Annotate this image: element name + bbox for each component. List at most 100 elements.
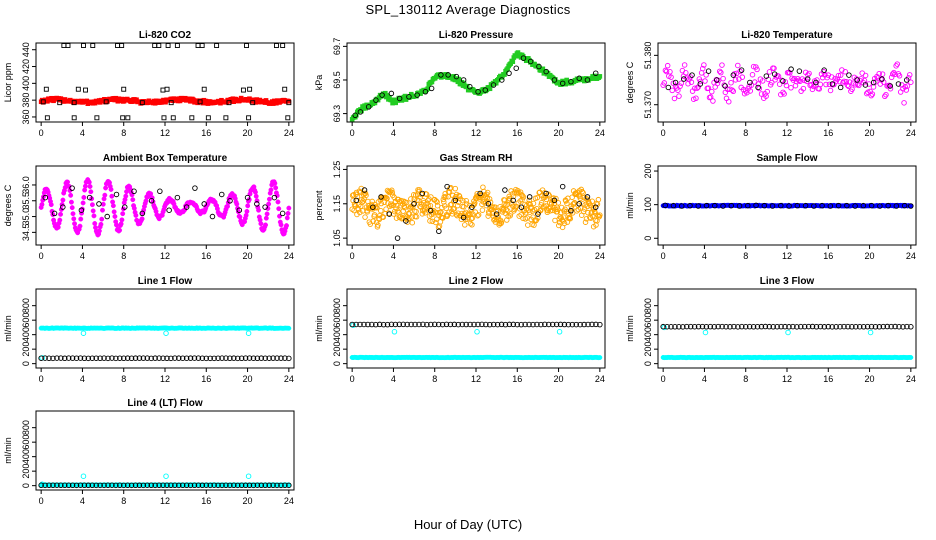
data-point <box>168 482 174 489</box>
data-point <box>404 321 410 328</box>
data-point <box>46 355 52 362</box>
data-point <box>258 221 264 227</box>
data-point <box>227 198 233 204</box>
data-point <box>396 95 403 102</box>
data-point <box>164 482 170 489</box>
data-point <box>835 72 842 79</box>
data-point <box>860 202 867 209</box>
data-point <box>785 329 791 336</box>
data-point <box>498 219 505 225</box>
data-point <box>110 203 116 209</box>
data-point <box>895 81 902 87</box>
data-point <box>778 202 784 209</box>
data-point <box>766 69 773 75</box>
data-point <box>584 194 591 200</box>
data-point <box>860 324 867 330</box>
data-point <box>264 211 270 217</box>
data-point <box>868 323 875 330</box>
data-point <box>867 329 874 336</box>
data-point <box>877 203 883 209</box>
x-tick-label: 8 <box>121 374 126 384</box>
data-point <box>543 196 550 203</box>
data-point <box>97 482 103 489</box>
data-point <box>490 82 497 88</box>
panel-rh: 0 4 8 12 16 20 24 1.05 1.15 1.25 Gas Stream RH perc… <box>314 153 606 261</box>
data-point <box>365 104 372 110</box>
data-point <box>485 213 491 219</box>
data-point <box>271 194 278 201</box>
data-point <box>520 55 527 61</box>
y-tick-label: 36.0 <box>21 176 31 194</box>
data-point <box>467 83 473 90</box>
data-point <box>285 115 291 121</box>
data-point <box>754 66 760 73</box>
y-axis-label: ml/min <box>3 315 13 342</box>
data-point <box>60 197 66 203</box>
data-point <box>475 321 481 328</box>
data-point <box>771 71 778 77</box>
data-point <box>86 179 92 185</box>
data-point <box>854 77 860 83</box>
data-point <box>758 91 765 97</box>
data-point <box>727 324 733 330</box>
data-point <box>798 323 804 330</box>
data-point <box>284 223 289 229</box>
data-point <box>168 355 174 362</box>
data-point <box>520 194 527 200</box>
data-point <box>451 206 458 212</box>
data-point <box>582 219 589 225</box>
data-point <box>93 482 99 489</box>
x-tick-label: 16 <box>823 128 833 138</box>
data-point <box>369 198 375 205</box>
x-tick-label: 8 <box>121 251 126 261</box>
x-tick-label: 4 <box>80 251 85 261</box>
data-point <box>246 115 252 121</box>
data-point <box>96 228 102 234</box>
data-point <box>750 63 757 70</box>
data-point <box>413 208 419 215</box>
x-tick-label: 8 <box>743 374 748 384</box>
data-point <box>234 482 241 489</box>
data-point <box>69 482 76 489</box>
data-point <box>363 192 369 199</box>
data-point <box>769 203 776 209</box>
data-point <box>745 202 751 209</box>
data-point <box>584 77 591 83</box>
data-point <box>522 321 528 328</box>
data-point <box>161 115 167 121</box>
panel-sample: 0 4 8 12 16 20 24 0 100 200 Sample Flow ml/min <box>625 153 917 261</box>
data-point <box>681 76 687 82</box>
data-point <box>82 183 88 189</box>
data-point <box>54 482 60 488</box>
data-point <box>179 482 186 489</box>
panel-title: Line 3 Flow <box>760 276 815 287</box>
data-point <box>538 321 544 328</box>
data-point <box>827 203 834 209</box>
data-point <box>89 482 96 489</box>
y-axis-label: degrees C <box>625 61 635 103</box>
data-point <box>804 76 811 82</box>
data-point <box>379 92 385 98</box>
data-point <box>148 355 154 362</box>
data-point <box>842 68 848 75</box>
data-point <box>664 323 670 330</box>
data-point <box>746 323 753 330</box>
x-tick-label: 0 <box>39 251 44 261</box>
data-point <box>738 67 745 73</box>
data-point <box>274 482 280 489</box>
panel-title: Gas Stream RH <box>440 153 513 164</box>
data-point <box>595 212 601 219</box>
data-point <box>597 355 603 360</box>
data-point <box>771 65 777 72</box>
data-point <box>526 194 533 200</box>
data-point <box>77 482 84 488</box>
y-tick-label: 380 <box>21 93 31 108</box>
data-point <box>592 204 599 210</box>
data-point <box>794 324 800 330</box>
data-point <box>551 197 558 204</box>
data-point <box>755 84 761 91</box>
data-point <box>383 206 389 212</box>
data-point <box>357 109 364 115</box>
data-point <box>565 321 572 328</box>
